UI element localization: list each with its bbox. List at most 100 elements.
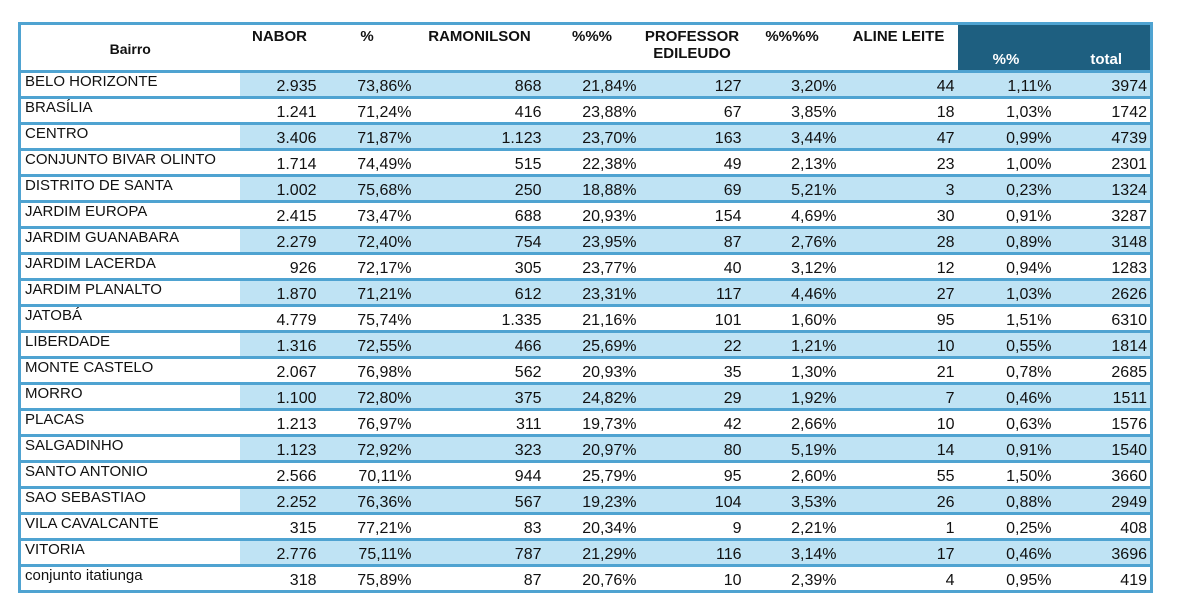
cell-pct-professor: 2,66% <box>744 408 840 436</box>
cell-pct-aline: 1,50% <box>957 460 1055 488</box>
cell-bairro: JARDIM LACERDA <box>19 252 240 280</box>
header-row: Bairro NABOR % RAMONILSON %%% PROFESSOR E… <box>19 23 1152 72</box>
cell-nabor: 1.100 <box>239 382 320 410</box>
cell-aline: 30 <box>839 200 958 228</box>
cell-pct-ramonilson: 23,70% <box>544 122 640 150</box>
table-row: VILA CAVALCANTE 315 77,21% 83 20,34% 9 2,21% 1 0… <box>19 512 1152 540</box>
cell-aline: 7 <box>839 382 958 410</box>
cell-ramonilson: 466 <box>414 330 545 358</box>
cell-professor: 40 <box>639 252 745 280</box>
header-professor: PROFESSOR EDILEUDO <box>639 23 745 72</box>
cell-pct-professor: 5,21% <box>744 174 840 202</box>
cell-total: 2949 <box>1054 486 1152 514</box>
cell-professor: 29 <box>639 382 745 410</box>
cell-pct-ramonilson: 21,16% <box>544 304 640 332</box>
cell-pct-ramonilson: 19,23% <box>544 486 640 514</box>
cell-total: 2301 <box>1054 148 1152 176</box>
cell-pct-professor: 3,20% <box>744 70 840 98</box>
table-row: LIBERDADE 1.316 72,55% 466 25,69% 22 1,21% 10 0,… <box>19 330 1152 358</box>
cell-ramonilson: 375 <box>414 382 545 410</box>
cell-ramonilson: 305 <box>414 252 545 280</box>
cell-nabor: 1.714 <box>239 148 320 176</box>
cell-nabor: 3.406 <box>239 122 320 150</box>
table-row: JATOBÁ 4.779 75,74% 1.335 21,16% 101 1,60% 95 1,… <box>19 304 1152 332</box>
cell-pct-professor: 1,60% <box>744 304 840 332</box>
cell-nabor: 2.776 <box>239 538 320 566</box>
cell-pct-ramonilson: 20,93% <box>544 356 640 384</box>
cell-pct-nabor: 72,80% <box>319 382 415 410</box>
cell-pct-nabor: 73,47% <box>319 200 415 228</box>
cell-pct-ramonilson: 24,82% <box>544 382 640 410</box>
cell-bairro: VILA CAVALCANTE <box>19 512 240 540</box>
header-total: total <box>1054 23 1152 72</box>
table-row: BRASÍLIA 1.241 71,24% 416 23,88% 67 3,85% 18 1,0… <box>19 96 1152 124</box>
cell-professor: 35 <box>639 356 745 384</box>
cell-bairro: conjunto itatiunga <box>19 564 240 592</box>
cell-aline: 23 <box>839 148 958 176</box>
cell-nabor: 2.935 <box>239 70 320 98</box>
cell-ramonilson: 567 <box>414 486 545 514</box>
cell-total: 3148 <box>1054 226 1152 254</box>
cell-pct-nabor: 72,92% <box>319 434 415 462</box>
cell-aline: 18 <box>839 96 958 124</box>
cell-pct-aline: 0,91% <box>957 434 1055 462</box>
table-row: CENTRO 3.406 71,87% 1.123 23,70% 163 3,44% 47 0,… <box>19 122 1152 150</box>
cell-professor: 22 <box>639 330 745 358</box>
cell-professor: 127 <box>639 70 745 98</box>
cell-ramonilson: 787 <box>414 538 545 566</box>
header-professor-line1: PROFESSOR <box>644 28 740 45</box>
cell-ramonilson: 754 <box>414 226 545 254</box>
cell-bairro: CENTRO <box>19 122 240 150</box>
cell-pct-ramonilson: 20,97% <box>544 434 640 462</box>
cell-total: 3974 <box>1054 70 1152 98</box>
cell-professor: 117 <box>639 278 745 306</box>
table-row: JARDIM GUANABARA 2.279 72,40% 754 23,95% 87 2,… <box>19 226 1152 254</box>
cell-pct-professor: 2,21% <box>744 512 840 540</box>
cell-aline: 12 <box>839 252 958 280</box>
cell-pct-professor: 2,76% <box>744 226 840 254</box>
cell-pct-nabor: 77,21% <box>319 512 415 540</box>
cell-pct-ramonilson: 23,31% <box>544 278 640 306</box>
cell-aline: 1 <box>839 512 958 540</box>
cell-pct-professor: 1,30% <box>744 356 840 384</box>
cell-nabor: 1.316 <box>239 330 320 358</box>
cell-nabor: 2.067 <box>239 356 320 384</box>
cell-pct-aline: 1,03% <box>957 96 1055 124</box>
cell-pct-professor: 3,85% <box>744 96 840 124</box>
cell-professor: 67 <box>639 96 745 124</box>
table-row: BELO HORIZONTE 2.935 73,86% 868 21,84% 127 3,2… <box>19 70 1152 98</box>
cell-aline: 10 <box>839 408 958 436</box>
cell-pct-aline: 0,23% <box>957 174 1055 202</box>
cell-bairro: JARDIM EUROPA <box>19 200 240 228</box>
cell-bairro: LIBERDADE <box>19 330 240 358</box>
header-aline: ALINE LEITE <box>839 23 958 72</box>
cell-pct-aline: 0,94% <box>957 252 1055 280</box>
cell-total: 3696 <box>1054 538 1152 566</box>
cell-pct-professor: 2,60% <box>744 460 840 488</box>
cell-ramonilson: 416 <box>414 96 545 124</box>
cell-pct-nabor: 75,74% <box>319 304 415 332</box>
cell-total: 1511 <box>1054 382 1152 410</box>
results-table-container: Bairro NABOR % RAMONILSON %%% PROFESSOR E… <box>18 22 1153 593</box>
cell-pct-nabor: 72,17% <box>319 252 415 280</box>
cell-pct-nabor: 72,40% <box>319 226 415 254</box>
cell-total: 1576 <box>1054 408 1152 436</box>
cell-pct-aline: 0,46% <box>957 538 1055 566</box>
cell-pct-aline: 0,99% <box>957 122 1055 150</box>
cell-pct-professor: 4,46% <box>744 278 840 306</box>
cell-total: 2626 <box>1054 278 1152 306</box>
cell-total: 419 <box>1054 564 1152 592</box>
cell-pct-professor: 5,19% <box>744 434 840 462</box>
cell-pct-nabor: 71,21% <box>319 278 415 306</box>
table-row: conjunto itatiunga 318 75,89% 87 20,76% 10 2,3… <box>19 564 1152 592</box>
cell-pct-professor: 1,92% <box>744 382 840 410</box>
table-row: PLACAS 1.213 76,97% 311 19,73% 42 2,66% 10 0,63%… <box>19 408 1152 436</box>
cell-pct-professor: 3,12% <box>744 252 840 280</box>
cell-bairro: SALGADINHO <box>19 434 240 462</box>
cell-aline: 47 <box>839 122 958 150</box>
cell-pct-ramonilson: 21,29% <box>544 538 640 566</box>
results-table: Bairro NABOR % RAMONILSON %%% PROFESSOR E… <box>18 22 1153 593</box>
cell-nabor: 926 <box>239 252 320 280</box>
header-nabor: NABOR <box>239 23 320 72</box>
cell-total: 4739 <box>1054 122 1152 150</box>
